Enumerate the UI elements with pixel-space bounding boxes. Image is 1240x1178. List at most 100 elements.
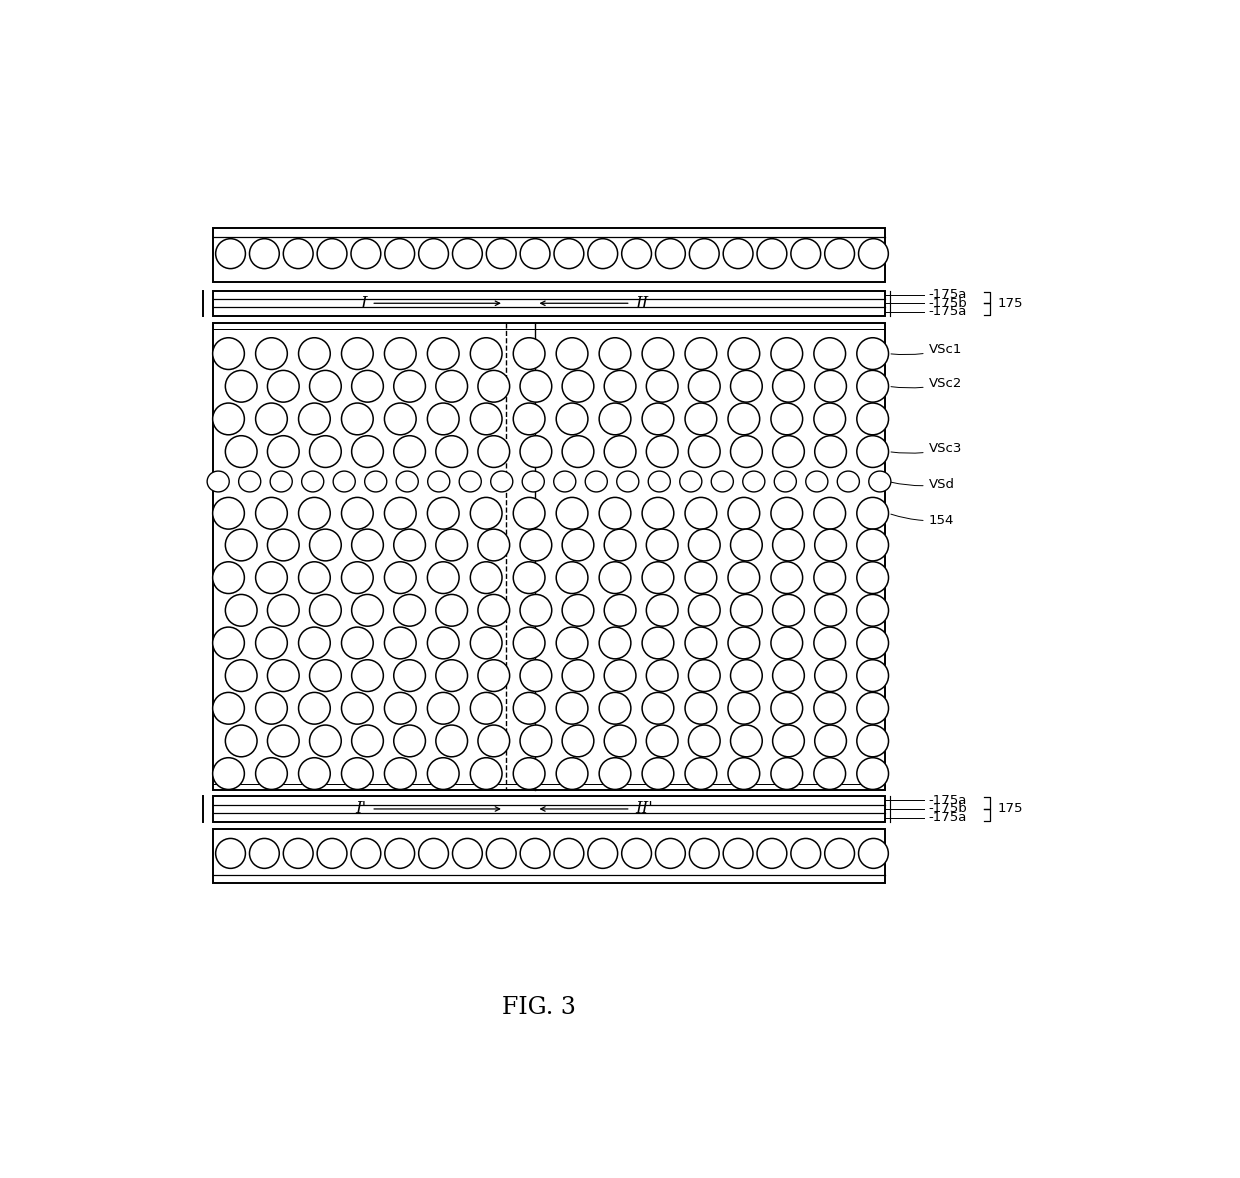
Ellipse shape	[642, 338, 673, 370]
FancyBboxPatch shape	[213, 323, 885, 790]
Ellipse shape	[216, 239, 246, 269]
Text: II': II'	[635, 801, 653, 818]
Ellipse shape	[604, 660, 636, 691]
Ellipse shape	[299, 693, 330, 724]
Ellipse shape	[554, 471, 575, 492]
Ellipse shape	[712, 471, 733, 492]
Ellipse shape	[684, 627, 717, 659]
FancyBboxPatch shape	[213, 291, 885, 316]
Ellipse shape	[238, 471, 260, 492]
Ellipse shape	[723, 839, 753, 868]
Ellipse shape	[428, 403, 459, 435]
Text: 175: 175	[998, 802, 1023, 815]
Ellipse shape	[435, 529, 467, 561]
Ellipse shape	[562, 370, 594, 402]
Ellipse shape	[299, 338, 330, 370]
Ellipse shape	[857, 403, 889, 435]
Ellipse shape	[689, 239, 719, 269]
Ellipse shape	[522, 471, 544, 492]
Ellipse shape	[226, 660, 257, 691]
Ellipse shape	[730, 529, 763, 561]
Ellipse shape	[341, 497, 373, 529]
Ellipse shape	[268, 529, 299, 561]
Ellipse shape	[857, 660, 889, 691]
Ellipse shape	[773, 370, 805, 402]
Ellipse shape	[604, 724, 636, 756]
Ellipse shape	[255, 497, 288, 529]
Ellipse shape	[730, 724, 763, 756]
Ellipse shape	[268, 724, 299, 756]
Ellipse shape	[352, 660, 383, 691]
Ellipse shape	[384, 839, 414, 868]
Ellipse shape	[621, 239, 651, 269]
Ellipse shape	[459, 471, 481, 492]
Text: -175b: -175b	[929, 297, 967, 310]
Ellipse shape	[268, 370, 299, 402]
Ellipse shape	[857, 693, 889, 724]
Ellipse shape	[621, 839, 651, 868]
Ellipse shape	[226, 436, 257, 468]
Text: I: I	[360, 294, 367, 312]
Ellipse shape	[268, 595, 299, 627]
Ellipse shape	[428, 627, 459, 659]
Ellipse shape	[299, 562, 330, 594]
Ellipse shape	[857, 370, 889, 402]
Ellipse shape	[384, 239, 414, 269]
Ellipse shape	[684, 757, 717, 789]
Ellipse shape	[310, 436, 341, 468]
Ellipse shape	[604, 436, 636, 468]
Text: FIG. 3: FIG. 3	[502, 997, 577, 1019]
Ellipse shape	[557, 693, 588, 724]
Ellipse shape	[352, 370, 383, 402]
Ellipse shape	[428, 693, 459, 724]
Ellipse shape	[419, 239, 449, 269]
Ellipse shape	[453, 239, 482, 269]
Ellipse shape	[477, 436, 510, 468]
Ellipse shape	[771, 403, 802, 435]
Ellipse shape	[684, 693, 717, 724]
Ellipse shape	[310, 660, 341, 691]
Ellipse shape	[226, 595, 257, 627]
Ellipse shape	[213, 627, 244, 659]
Ellipse shape	[869, 471, 890, 492]
Ellipse shape	[513, 403, 546, 435]
Ellipse shape	[477, 660, 510, 691]
Ellipse shape	[684, 338, 717, 370]
Ellipse shape	[557, 403, 588, 435]
Ellipse shape	[513, 338, 546, 370]
Ellipse shape	[656, 839, 686, 868]
Ellipse shape	[604, 370, 636, 402]
Ellipse shape	[728, 338, 760, 370]
Ellipse shape	[352, 724, 383, 756]
Ellipse shape	[857, 529, 889, 561]
Ellipse shape	[585, 471, 608, 492]
Text: II: II	[635, 294, 649, 312]
Ellipse shape	[857, 757, 889, 789]
Ellipse shape	[428, 562, 459, 594]
Ellipse shape	[813, 757, 846, 789]
Ellipse shape	[226, 370, 257, 402]
Ellipse shape	[520, 370, 552, 402]
Ellipse shape	[642, 497, 673, 529]
Ellipse shape	[857, 562, 889, 594]
Ellipse shape	[557, 627, 588, 659]
Ellipse shape	[599, 693, 631, 724]
Ellipse shape	[520, 436, 552, 468]
Ellipse shape	[562, 660, 594, 691]
Ellipse shape	[554, 239, 584, 269]
Ellipse shape	[773, 724, 805, 756]
Ellipse shape	[249, 239, 279, 269]
Ellipse shape	[771, 693, 802, 724]
Ellipse shape	[684, 562, 717, 594]
Ellipse shape	[813, 497, 846, 529]
Ellipse shape	[486, 839, 516, 868]
Ellipse shape	[688, 436, 720, 468]
Ellipse shape	[435, 724, 467, 756]
Ellipse shape	[604, 529, 636, 561]
Ellipse shape	[310, 724, 341, 756]
Ellipse shape	[341, 562, 373, 594]
Ellipse shape	[513, 627, 546, 659]
Ellipse shape	[554, 839, 584, 868]
Ellipse shape	[207, 471, 229, 492]
Ellipse shape	[384, 627, 417, 659]
